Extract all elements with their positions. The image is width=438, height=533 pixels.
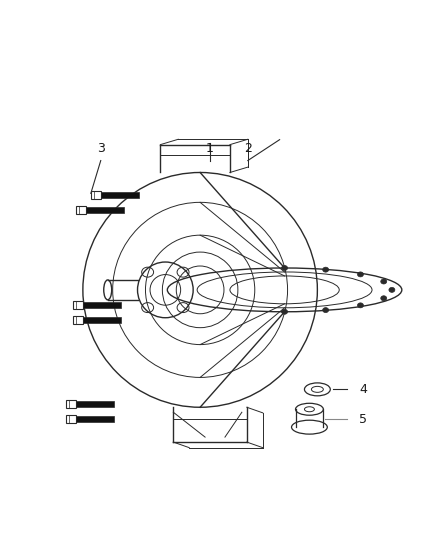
Ellipse shape: [389, 287, 395, 293]
Ellipse shape: [311, 386, 323, 392]
Ellipse shape: [357, 303, 364, 308]
Ellipse shape: [282, 309, 288, 314]
Ellipse shape: [292, 420, 327, 434]
Bar: [101, 192, 138, 198]
Bar: [83, 302, 120, 308]
Ellipse shape: [381, 296, 387, 301]
Bar: [66, 415, 76, 423]
Ellipse shape: [323, 308, 328, 312]
Ellipse shape: [296, 403, 323, 415]
Ellipse shape: [296, 421, 323, 433]
Text: 2: 2: [244, 142, 252, 155]
Ellipse shape: [304, 383, 330, 396]
Bar: [76, 416, 114, 422]
Ellipse shape: [304, 407, 314, 411]
Bar: [73, 316, 83, 324]
Bar: [76, 401, 114, 407]
Text: 5: 5: [359, 413, 367, 426]
Bar: [83, 317, 120, 322]
Ellipse shape: [357, 272, 364, 277]
Ellipse shape: [381, 279, 387, 284]
Bar: [76, 206, 86, 214]
Bar: [66, 400, 76, 408]
Text: 3: 3: [97, 142, 105, 155]
Bar: [91, 191, 101, 199]
Ellipse shape: [323, 267, 328, 272]
Text: 1: 1: [206, 142, 214, 155]
Bar: [86, 207, 124, 213]
Ellipse shape: [282, 265, 288, 270]
Bar: [73, 301, 83, 309]
Text: 4: 4: [359, 383, 367, 396]
